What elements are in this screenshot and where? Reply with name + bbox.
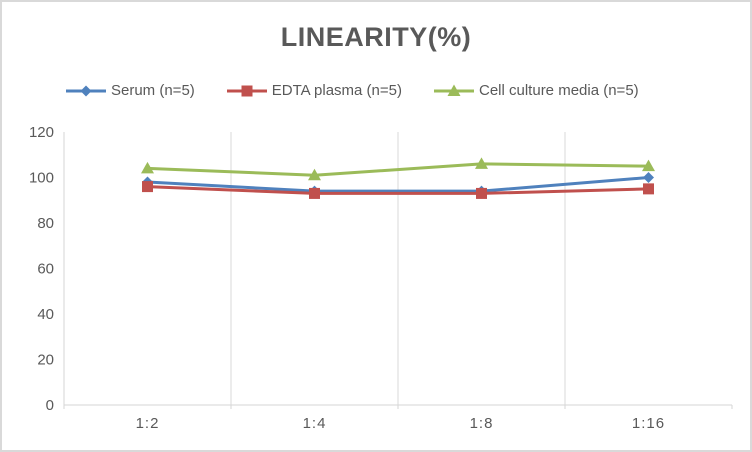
legend-item-edta-plasma: EDTA plasma (n=5) [226,82,402,99]
svg-text:1:4: 1:4 [303,415,327,432]
x-axis-tick-labels: 1:2 1:4 1:8 1:16 [136,415,665,432]
axes [63,132,733,409]
svg-text:100: 100 [29,170,54,187]
cell-culture-media-line-triangle-icon [434,84,474,96]
series-cell-culture-media-n-5- [141,157,655,181]
series-edta-plasma-n-5- [142,181,654,199]
legend-label-edta-plasma: EDTA plasma (n=5) [271,82,402,99]
svg-text:1:16: 1:16 [632,415,665,432]
svg-text:80: 80 [37,215,54,232]
chart-title: LINEARITY(%) [280,22,472,52]
serum-line-diamond-icon [66,85,106,96]
svg-text:1:8: 1:8 [470,415,494,432]
legend: Serum (n=5) EDTA plasma (n=5) Cell cultu… [66,82,639,99]
y-axis-tick-labels: 0 20 40 60 80 100 120 [29,124,54,414]
svg-text:40: 40 [37,306,54,323]
legend-item-cell-culture-media: Cell culture media (n=5) [434,82,639,99]
gridlines [230,132,566,405]
svg-text:1:2: 1:2 [136,415,160,432]
legend-label-cell-culture-media: Cell culture media (n=5) [479,82,639,99]
svg-text:60: 60 [37,261,54,278]
svg-text:20: 20 [37,352,54,369]
legend-item-serum: Serum (n=5) [66,82,195,99]
svg-text:0: 0 [46,397,54,414]
svg-text:120: 120 [29,124,54,141]
edta-plasma-line-square-icon [226,85,267,96]
legend-label-serum: Serum (n=5) [111,82,195,99]
